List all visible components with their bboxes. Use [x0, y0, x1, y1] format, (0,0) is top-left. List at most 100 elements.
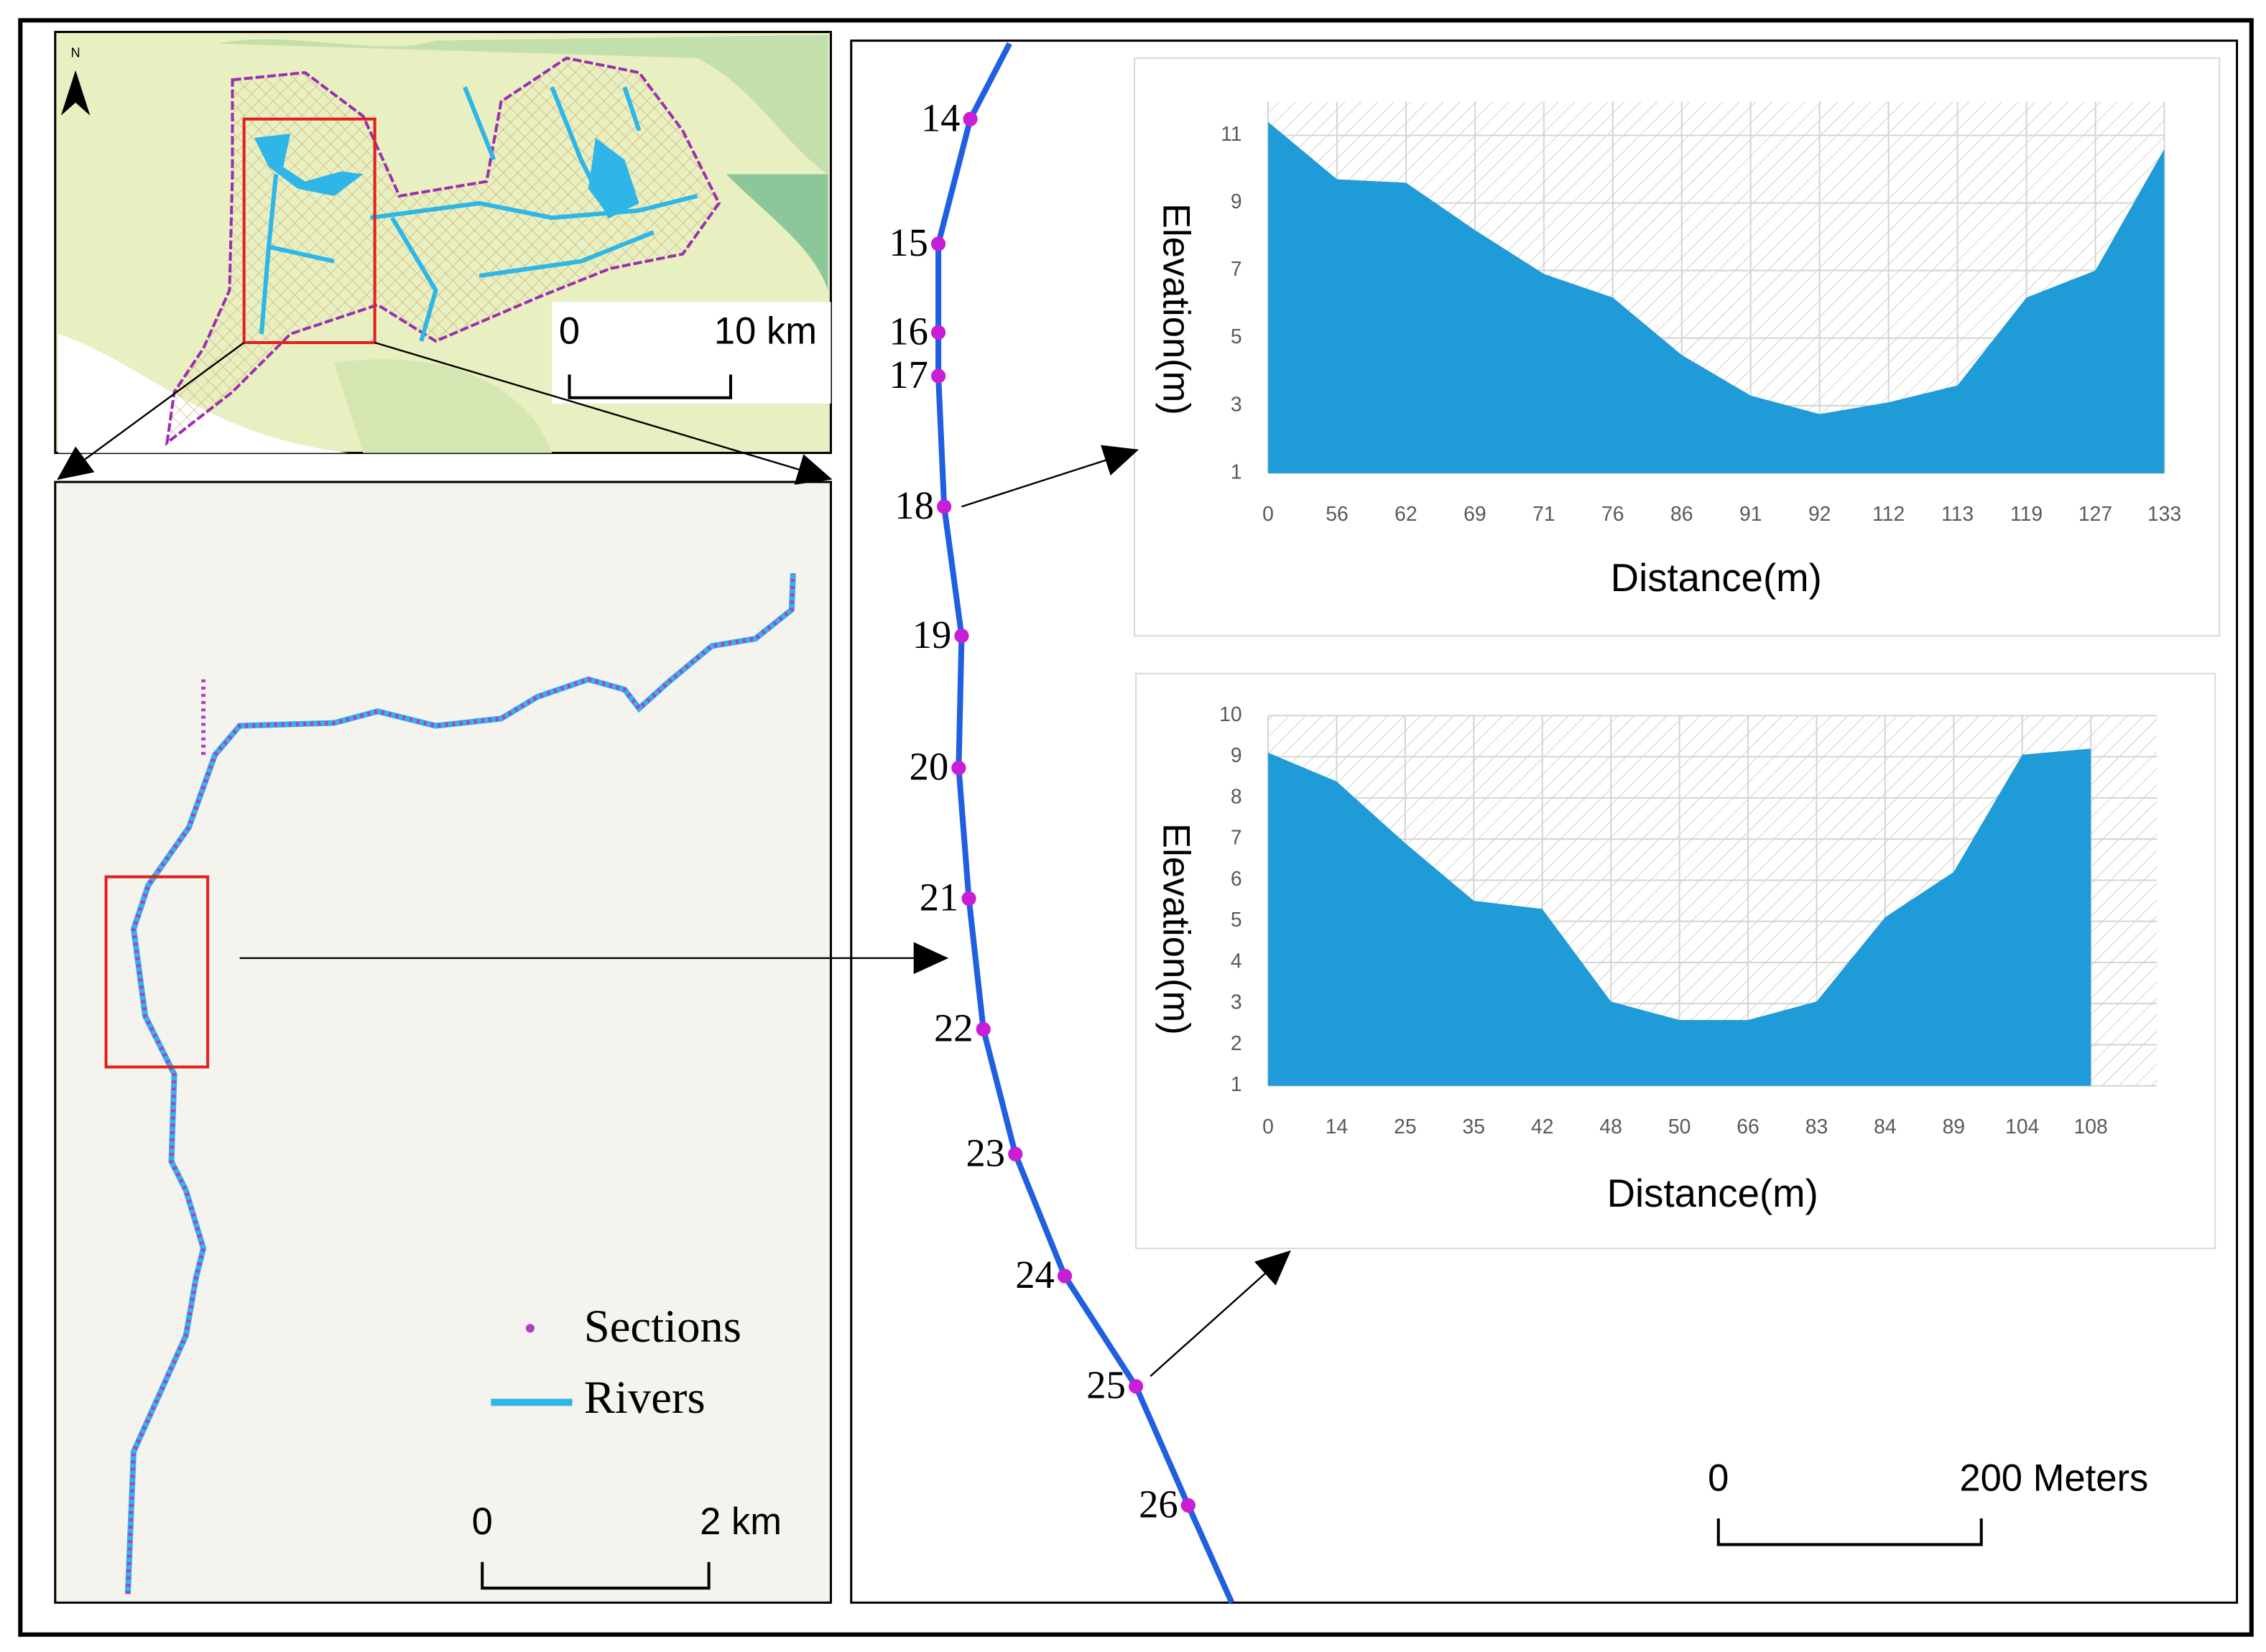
x-tick-label: 89: [1943, 1115, 1965, 1138]
x-tick-label: 50: [1668, 1115, 1691, 1138]
y-tick-label: 2: [1231, 1031, 1242, 1054]
x-tick-label: 76: [1601, 502, 1624, 525]
y-tick-label: 1: [1231, 1072, 1242, 1095]
terrain: [334, 359, 552, 453]
y-axis-title: Elevation(m): [1155, 823, 1198, 1035]
x-tick-label: 71: [1532, 502, 1555, 525]
y-tick-label: 7: [1231, 257, 1242, 280]
section-label: 16: [889, 309, 928, 353]
x-axis-title: Distance(m): [1611, 556, 1822, 600]
section-point: [937, 499, 952, 514]
y-tick-label: 8: [1231, 784, 1242, 807]
section-label: 24: [1015, 1253, 1055, 1296]
x-tick-label: 35: [1463, 1115, 1485, 1138]
lake: [254, 133, 364, 196]
x-tick-label: 119: [2010, 502, 2043, 525]
x-tick-label: 84: [1874, 1115, 1896, 1138]
section-label: 25: [1086, 1363, 1126, 1407]
connector: [1150, 1250, 1291, 1377]
section-label: 17: [889, 353, 928, 396]
north-arrow: [60, 70, 91, 116]
connector: [374, 341, 833, 485]
section-point: [951, 761, 966, 776]
y-tick-label: 7: [1231, 826, 1242, 849]
y-tick-label: 3: [1231, 392, 1242, 415]
zoom-box: [242, 117, 376, 344]
section-point: [930, 236, 946, 251]
x-tick-label: 108: [2074, 1115, 2108, 1138]
y-axis-title: Elevation(m): [1155, 203, 1198, 415]
y-tick-label: 4: [1231, 949, 1242, 972]
y-tick-label: 3: [1231, 990, 1242, 1013]
section-point: [1128, 1379, 1144, 1394]
section-label: 22: [934, 1006, 974, 1050]
x-tick-label: 91: [1739, 502, 1762, 525]
scale-box: [552, 302, 831, 404]
x-tick-label: 92: [1808, 502, 1831, 525]
x-axis-title: Distance(m): [1607, 1171, 1818, 1215]
x-tick-label: 14: [1326, 1115, 1348, 1138]
north-label: N: [71, 46, 80, 60]
y-tick-label: 6: [1231, 867, 1242, 890]
x-tick-label: 83: [1805, 1115, 1828, 1138]
scale-bar: [1716, 1518, 1983, 1546]
section-label: 26: [1139, 1482, 1178, 1526]
x-tick-label: 133: [2147, 502, 2181, 525]
legend-symbol: [525, 1324, 535, 1333]
section-label: 15: [889, 221, 928, 264]
scale-bar: [568, 374, 732, 399]
y-tick-label: 10: [1219, 702, 1241, 725]
x-tick-label: 25: [1394, 1115, 1416, 1138]
section-label: 23: [966, 1131, 1006, 1174]
y-tick-label: 5: [1231, 908, 1242, 931]
scale-label: 0: [472, 1500, 493, 1543]
x-tick-label: 56: [1326, 502, 1348, 525]
detail-background: [54, 481, 832, 1604]
y-tick-label: 1: [1231, 460, 1242, 483]
section-label: 14: [921, 96, 961, 139]
connector: [961, 445, 1139, 508]
section-point: [961, 891, 976, 906]
terrain: [218, 34, 828, 175]
x-tick-label: 62: [1395, 502, 1417, 525]
x-tick-label: 0: [1262, 1115, 1274, 1138]
section-label: 20: [910, 745, 949, 789]
section-label: 19: [912, 613, 952, 656]
river: [259, 86, 698, 342]
x-tick-label: 113: [1941, 502, 1974, 525]
section-point: [976, 1021, 991, 1037]
y-tick-label: 9: [1231, 743, 1242, 766]
section-label: 21: [920, 876, 959, 919]
x-tick-label: 0: [1262, 502, 1274, 525]
legend-label: Sections: [584, 1300, 741, 1352]
overview-map: 0 10 km N: [54, 30, 832, 455]
section-point: [930, 325, 946, 340]
detail-map: Sections Rivers 0 2 km: [54, 481, 832, 1604]
area: [1268, 121, 2165, 473]
x-tick-label: 127: [2078, 502, 2112, 525]
x-tick-label: 69: [1463, 502, 1486, 525]
x-tick-label: 42: [1531, 1115, 1553, 1138]
section-point: [1008, 1146, 1023, 1161]
area: [1268, 748, 2091, 1086]
scale-label: 10 km: [714, 310, 817, 353]
scale-label: 2 km: [700, 1500, 782, 1543]
zoom-box: [104, 875, 210, 1069]
legend-label: Rivers: [584, 1371, 706, 1423]
terrain: [726, 174, 828, 291]
x-tick-label: 112: [1872, 502, 1905, 525]
section-point: [1180, 1498, 1196, 1513]
section-point: [930, 368, 946, 384]
x-tick-label: 66: [1737, 1115, 1759, 1138]
scale-bar: [481, 1561, 711, 1590]
y-tick-label: 5: [1231, 325, 1242, 348]
section-point: [1057, 1268, 1073, 1284]
y-tick-label: 9: [1231, 190, 1242, 213]
x-tick-label: 104: [2005, 1115, 2039, 1138]
scale-label: 200 Meters: [1959, 1457, 2148, 1499]
sections: [125, 573, 795, 1595]
x-tick-label: 48: [1599, 1115, 1622, 1138]
section-label: 18: [894, 483, 934, 527]
section-point: [963, 111, 978, 126]
